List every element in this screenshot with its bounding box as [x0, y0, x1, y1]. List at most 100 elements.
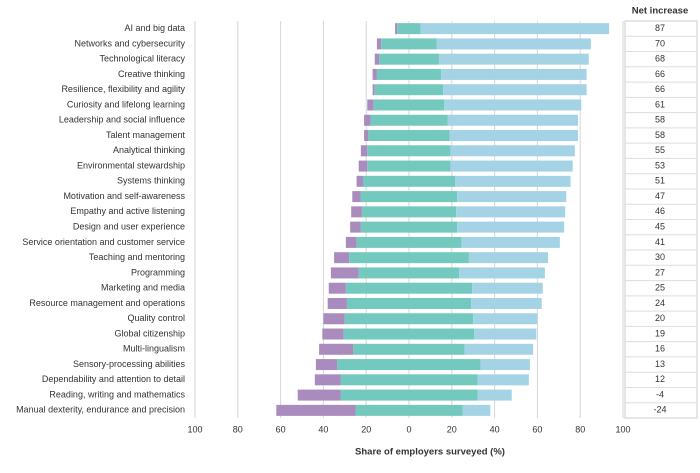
bar-segment	[471, 297, 542, 309]
x-tick-label: 0	[406, 424, 411, 434]
bar-segment	[474, 328, 537, 340]
bar-segment	[351, 206, 362, 218]
x-axis-title: Share of employers surveyed (%)	[355, 447, 505, 458]
bar-segment	[473, 313, 538, 325]
x-tick-label: 40	[490, 424, 500, 434]
x-tick-label: 100	[187, 424, 202, 434]
x-tick-label: 60	[532, 424, 542, 434]
category-label: Empathy and active listening	[70, 206, 185, 216]
bar-segment	[443, 84, 587, 96]
net-value: 87	[655, 23, 665, 33]
x-tick-label: 20	[361, 424, 371, 434]
bar-segment	[367, 160, 451, 172]
bar-segment	[340, 389, 478, 401]
bar-segment	[353, 343, 465, 355]
bar-segment	[356, 175, 363, 187]
bar-segment	[327, 297, 347, 309]
bar-segment	[374, 53, 380, 65]
net-value: 70	[655, 38, 665, 48]
x-tick-label: 60	[276, 424, 286, 434]
bar-segment	[352, 191, 361, 203]
category-label: Technological literacy	[99, 54, 185, 64]
net-value: 24	[655, 298, 665, 308]
bar-segment	[441, 68, 587, 80]
category-label: Global citizenship	[114, 328, 185, 338]
bar-segment	[346, 297, 472, 309]
category-label: Resilience, flexibility and agility	[61, 84, 185, 94]
net-value: 66	[655, 69, 665, 79]
category-label: Programming	[131, 267, 185, 277]
category-label: Curiosity and lifelong learning	[67, 99, 185, 109]
net-value: 66	[655, 84, 665, 94]
bar-segment	[367, 99, 374, 111]
net-value: 53	[655, 160, 665, 170]
bar-segment	[328, 282, 346, 294]
bar-segment	[464, 343, 534, 355]
category-label: Design and user experience	[73, 222, 185, 232]
bar-segment	[350, 221, 361, 233]
net-value: 19	[655, 328, 665, 338]
bar-segment	[334, 252, 350, 264]
bar-segment	[436, 38, 591, 50]
bar-segment	[315, 359, 338, 371]
bar-segment	[355, 404, 463, 416]
category-label: Multi-lingualism	[123, 344, 185, 354]
bar-segment	[297, 389, 341, 401]
category-label: Talent management	[106, 130, 186, 140]
net-value: 16	[655, 344, 665, 354]
category-label: Systems thinking	[117, 176, 185, 186]
bar-segment	[345, 236, 357, 248]
bar-segment	[420, 23, 610, 35]
category-label: Creative thinking	[118, 69, 185, 79]
category-label: Marketing and media	[101, 283, 185, 293]
category-label: Sensory-processing abilities	[73, 359, 186, 369]
bar-segment	[314, 374, 341, 386]
bar-segment	[376, 38, 382, 50]
bar-segment	[358, 160, 368, 172]
bar-segment	[323, 313, 345, 325]
category-label: Manual dexterity, endurance and precisio…	[16, 405, 185, 415]
bar-segment	[461, 236, 560, 248]
category-label: Reading, writing and mathematics	[49, 389, 185, 399]
net-value: 47	[655, 191, 665, 201]
bar-segment	[438, 53, 589, 65]
bar-segment	[356, 236, 462, 248]
bar-segment	[330, 267, 359, 279]
bar-segment	[349, 252, 469, 264]
net-value: 45	[655, 222, 665, 232]
bar-segment	[457, 221, 565, 233]
category-label: Resource management and operations	[29, 298, 185, 308]
net-value: 41	[655, 237, 665, 247]
net-value: 30	[655, 252, 665, 262]
bar-segment	[444, 99, 582, 111]
bar-segment	[447, 114, 579, 126]
bar-segment	[450, 145, 575, 157]
bar-segment	[360, 145, 368, 157]
category-label: Leadership and social influence	[59, 115, 185, 125]
bar-segment	[360, 191, 458, 203]
bar-segment	[345, 282, 473, 294]
net-value: 25	[655, 283, 665, 293]
bar-segment	[340, 374, 478, 386]
bar-segment	[450, 160, 573, 172]
net-value: -24	[653, 405, 666, 415]
bar-segment	[362, 175, 456, 187]
net-value: 61	[655, 99, 665, 109]
bar-segment	[361, 206, 457, 218]
bar-segment	[395, 23, 398, 35]
x-tick-label: 20	[447, 424, 457, 434]
bar-segment	[462, 404, 491, 416]
bar-segment	[477, 389, 512, 401]
bar-segment	[456, 206, 566, 218]
bar-segment	[459, 267, 545, 279]
net-value: 12	[655, 374, 665, 384]
bar-segment	[319, 343, 354, 355]
bar-segment	[477, 374, 529, 386]
category-label: Quality control	[127, 313, 185, 323]
bar-segment	[381, 38, 437, 50]
bar-segment	[358, 267, 460, 279]
bar-segment	[468, 252, 549, 264]
bar-segment	[372, 84, 375, 96]
bar-segment	[457, 191, 567, 203]
